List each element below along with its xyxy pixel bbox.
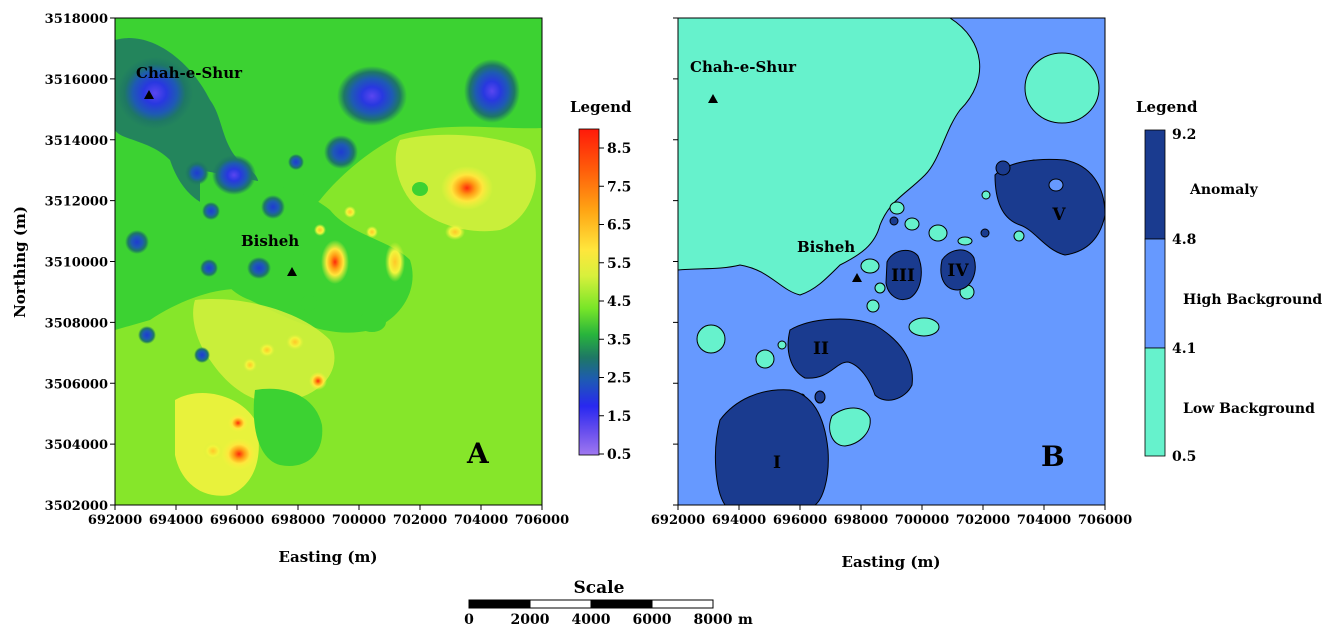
x-axis-b-tick-label: 696000 [773,513,827,528]
anomaly-label-II: II [813,339,829,359]
location-label-bisheh-b: Bisheh [797,238,855,256]
panel-label-b: B [1041,440,1065,473]
scale-tick-label: 0 [464,612,474,628]
anomaly-zone-III [885,249,922,300]
x-axis-a-tick-label: 696000 [210,513,264,528]
x-axis-a-tick-label: 706000 [515,513,569,528]
panel-label-a: A [466,437,490,470]
y-axis-b [673,17,678,506]
anomaly-zone-I [714,389,829,505]
scale-segment-3 [590,599,653,609]
scale-title: Scale [574,578,625,598]
legend-b-class-high-background: High Background [1183,292,1322,308]
legend-a-tick-label: 8.5 [607,141,631,157]
scale-segment-4 [651,599,714,609]
scale-tick-label: 4000 [572,612,611,628]
scale-segment-1 [468,599,531,609]
anomaly-zone-II [787,318,913,401]
anomaly-label-IV: IV [947,261,969,281]
legend-b-class-anomaly: Anomaly [1189,182,1259,198]
x-axis-b-tick-label: 698000 [834,513,888,528]
legend-a-tick-label: 7.5 [607,179,631,195]
legend-title-b: Legend [1136,98,1198,116]
legend-title-a: Legend [570,98,632,116]
legend-b-tick-9-2: 9.2 [1172,127,1196,143]
y-axis-a-tick-label: 3504000 [45,438,108,453]
x-axis-b-tick-label: 694000 [712,513,766,528]
scale-tick-label: 6000 [633,612,672,628]
x-axis-b-tick-label: 700000 [895,513,949,528]
legend-b: Legend 9.2 4.8 4.1 0.5 Anomaly High Back… [1136,98,1322,465]
legend-a-colorbar [578,128,600,456]
scale-tick-label: 8000 [694,612,733,628]
x-axis-a-tick-label: 692000 [88,513,142,528]
legend-a: Legend 8.5 7.5 6.5 5.5 4.5 3.5 2.5 1.5 0.5 [570,98,632,463]
x-axis-a-tick-label: 702000 [393,513,447,528]
map-b-surface [678,18,1105,505]
map-b: Chah-e-Shur Bisheh I II III IV V B 69200… [651,17,1322,571]
y-axis-a-tick-label: 3510000 [45,256,108,271]
y-axis-a-tick-label: 3502000 [45,499,108,514]
legend-b-tick-4-8: 4.8 [1172,232,1196,248]
scale-unit: m [738,612,753,628]
x-axis-b-tick-label: 704000 [1017,513,1071,528]
bisheh-marker-a [287,267,297,276]
x-axis-title-a: Easting (m) [279,548,378,566]
legend-a-tick-label: 6.5 [607,218,631,234]
legend-a-tick-label: 3.5 [607,332,631,348]
anomaly-label-III: III [891,266,915,286]
y-axis-a-tick-label: 3516000 [45,73,108,88]
y-axis-a-tick-label: 3514000 [45,134,108,149]
anomaly-label-I: I [773,453,781,473]
anomaly-label-V: V [1051,205,1066,225]
legend-a-tick-label: 1.5 [607,409,631,425]
anomaly-zone-IV [940,249,976,291]
location-label-chah-e-shur-b: Chah-e-Shur [690,58,797,76]
legend-b-tick-0-5: 0.5 [1172,449,1196,465]
y-axis-a: 3518000 3516000 3514000 3512000 3510000 35080… [45,12,115,514]
legend-a-tick-label: 5.5 [607,256,631,272]
bisheh-marker-b [852,273,862,282]
scale-bar: Scale 0 2000 4000 6000 8000 m [464,578,753,628]
x-axis-b-tick-label: 702000 [956,513,1010,528]
anomaly-zone-V [994,158,1105,256]
chah-e-shur-marker-a [144,90,154,99]
legend-a-tick-label: 2.5 [607,371,631,387]
x-axis-title-b: Easting (m) [842,553,941,571]
legend-b-anomaly-swatch [1144,129,1166,240]
x-axis-a: 692000 694000 696000 698000 700000 702000 7040… [88,505,569,528]
legend-b-high-background-swatch [1144,238,1166,349]
legend-b-tick-4-1: 4.1 [1172,341,1196,357]
map-a-surface [115,18,542,505]
y-axis-title-a: Northing (m) [11,206,29,318]
legend-b-low-background-swatch [1144,347,1166,457]
y-axis-a-tick-label: 3518000 [45,12,108,27]
x-axis-a-tick-label: 694000 [149,513,203,528]
location-label-bisheh-a: Bisheh [241,232,299,250]
chah-e-shur-marker-b [708,94,718,103]
y-axis-a-tick-label: 3508000 [45,316,108,331]
legend-a-tick-label: 0.5 [607,447,631,463]
y-axis-a-tick-label: 3512000 [45,195,108,210]
scale-segment-2 [529,599,592,609]
x-axis-a-tick-label: 700000 [332,513,386,528]
map-a: Chah-e-Shur Bisheh A 692000 694000 696000 6… [11,12,632,566]
x-axis-a-tick-label: 704000 [454,513,508,528]
y-axis-a-tick-label: 3506000 [45,377,108,392]
legend-a-tick-label: 4.5 [607,294,631,310]
x-axis-b-tick-label: 692000 [651,513,705,528]
legend-b-class-low-background: Low Background [1183,401,1315,417]
scale-tick-label: 2000 [511,612,550,628]
location-label-chah-e-shur-a: Chah-e-Shur [136,64,243,82]
x-axis-b: 692000 694000 696000 698000 700000 702000 7040… [651,505,1132,528]
x-axis-b-tick-label: 706000 [1078,513,1132,528]
x-axis-a-tick-label: 698000 [271,513,325,528]
